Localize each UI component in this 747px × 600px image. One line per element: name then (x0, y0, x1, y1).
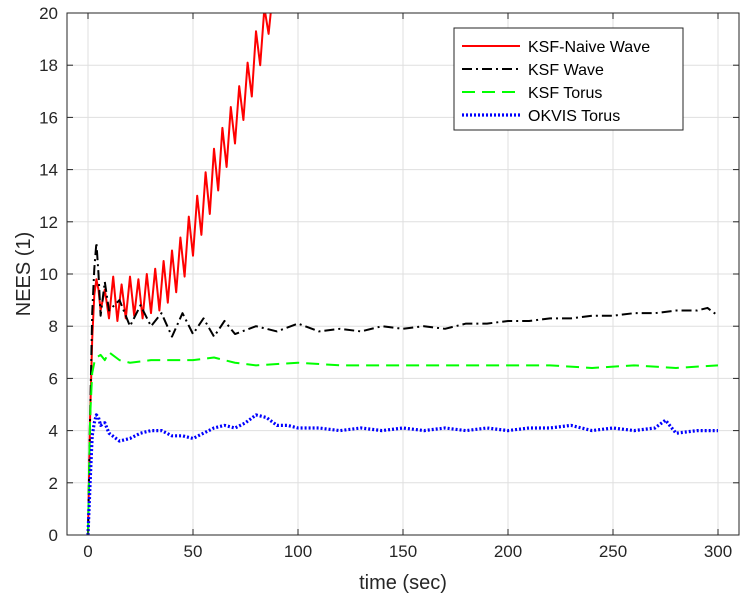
series-line-ksf-wave (87, 241, 719, 535)
x-ticks: 0 50 100 150 200 250 300 (83, 13, 732, 561)
y-tick-label: 10 (39, 265, 58, 284)
series-line-ksf-naive-wave (87, 13, 272, 535)
y-tick-label: 0 (49, 526, 58, 545)
y-tick-label: 6 (49, 369, 58, 388)
x-tick-label: 100 (284, 542, 312, 561)
x-tick-label: 300 (704, 542, 732, 561)
y-tick-label: 16 (39, 108, 58, 127)
y-axis-label: NEES (1) (13, 232, 35, 316)
y-tick-label: 4 (49, 422, 58, 441)
y-tick-label: 20 (39, 4, 58, 23)
legend-entry: KSF Torus (528, 85, 602, 102)
y-ticks: 0 2 4 6 8 10 12 14 16 18 20 (39, 4, 739, 545)
series-line-okvis-torus (86, 413, 718, 535)
y-tick-label: 14 (39, 161, 58, 180)
x-tick-label: 150 (389, 542, 417, 561)
legend-entry: KSF Wave (528, 62, 604, 79)
series-layer (86, 13, 719, 535)
x-tick-label: 50 (184, 542, 203, 561)
y-tick-label: 8 (49, 317, 58, 336)
x-tick-label: 250 (599, 542, 627, 561)
x-tick-label: 0 (83, 542, 92, 561)
legend-entry: OKVIS Torus (528, 108, 620, 125)
x-tick-label: 200 (494, 542, 522, 561)
legend: KSF-Naive Wave KSF Wave KSF Torus OKVIS Tor… (453, 27, 684, 131)
x-axis-label: time (sec) (359, 572, 447, 594)
legend-entry: KSF-Naive Wave (528, 39, 650, 56)
series-line-ksf-torus (87, 351, 719, 535)
y-tick-label: 2 (49, 474, 58, 493)
y-tick-label: 12 (39, 213, 58, 232)
y-tick-label: 18 (39, 56, 58, 75)
